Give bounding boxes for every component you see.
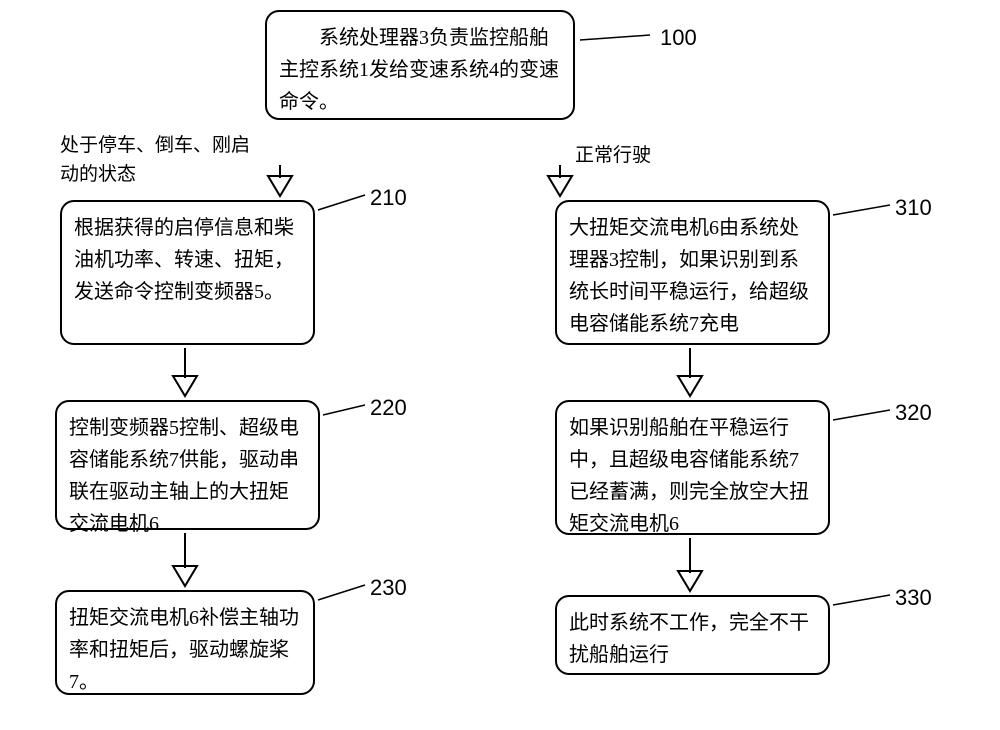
flow-node-320: 如果识别船舶在平稳运行中，且超级电容储能系统7已经蓄满，则完全放空大扭矩交流电机… — [555, 400, 830, 535]
node-number-100: 100 — [660, 25, 697, 51]
arrow-branch-left — [268, 165, 292, 196]
arrow-310-320 — [678, 348, 702, 396]
edge-label-right: 正常行驶 — [575, 142, 651, 171]
flow-node-330: 此时系统不工作，完全不干扰船舶运行 — [555, 595, 830, 675]
arrow-branch-right — [548, 165, 572, 196]
node-number-220: 220 — [370, 395, 407, 421]
node-text: 控制变频器5控制、超级电容储能系统7供能，驱动串联在驱动主轴上的大扭矩交流电机6 — [69, 417, 299, 535]
leader-220 — [323, 405, 365, 415]
edge-label-left: 处于停车、倒车、刚启 动的状态 — [60, 132, 250, 189]
node-number-230: 230 — [370, 575, 407, 601]
node-text: 系统处理器3负责监控船舶主控系统1发给变速系统4的变速命令。 — [279, 27, 559, 113]
arrow-320-330 — [678, 538, 702, 591]
flow-node-310: 大扭矩交流电机6由系统处理器3控制，如果识别到系统长时间平稳运行，给超级电容储能… — [555, 200, 830, 345]
node-number-210: 210 — [370, 185, 407, 211]
flow-node-220: 控制变频器5控制、超级电容储能系统7供能，驱动串联在驱动主轴上的大扭矩交流电机6 — [55, 400, 320, 530]
leader-230 — [318, 585, 365, 600]
leader-320 — [833, 410, 890, 420]
node-text: 根据获得的启停信息和柴油机功率、转速、扭矩，发送命令控制变频器5。 — [74, 217, 294, 303]
arrow-220-230 — [173, 533, 197, 586]
flow-node-230: 扭矩交流电机6补偿主轴功率和扭矩后，驱动螺旋桨7。 — [55, 590, 315, 695]
flow-node-100: 系统处理器3负责监控船舶主控系统1发给变速系统4的变速命令。 — [265, 10, 575, 120]
leader-100 — [580, 35, 650, 40]
node-text: 扭矩交流电机6补偿主轴功率和扭矩后，驱动螺旋桨7。 — [69, 607, 299, 693]
arrow-210-220 — [173, 348, 197, 396]
node-text: 大扭矩交流电机6由系统处理器3控制，如果识别到系统长时间平稳运行，给超级电容储能… — [569, 217, 809, 335]
node-number-310: 310 — [895, 195, 932, 221]
node-number-320: 320 — [895, 400, 932, 426]
leader-210 — [318, 195, 365, 210]
node-text: 如果识别船舶在平稳运行中，且超级电容储能系统7已经蓄满，则完全放空大扭矩交流电机… — [569, 417, 809, 535]
node-number-330: 330 — [895, 585, 932, 611]
leader-330 — [833, 595, 890, 605]
flow-node-210: 根据获得的启停信息和柴油机功率、转速、扭矩，发送命令控制变频器5。 — [60, 200, 315, 345]
node-text: 此时系统不工作，完全不干扰船舶运行 — [569, 612, 809, 666]
leader-310 — [833, 205, 890, 215]
